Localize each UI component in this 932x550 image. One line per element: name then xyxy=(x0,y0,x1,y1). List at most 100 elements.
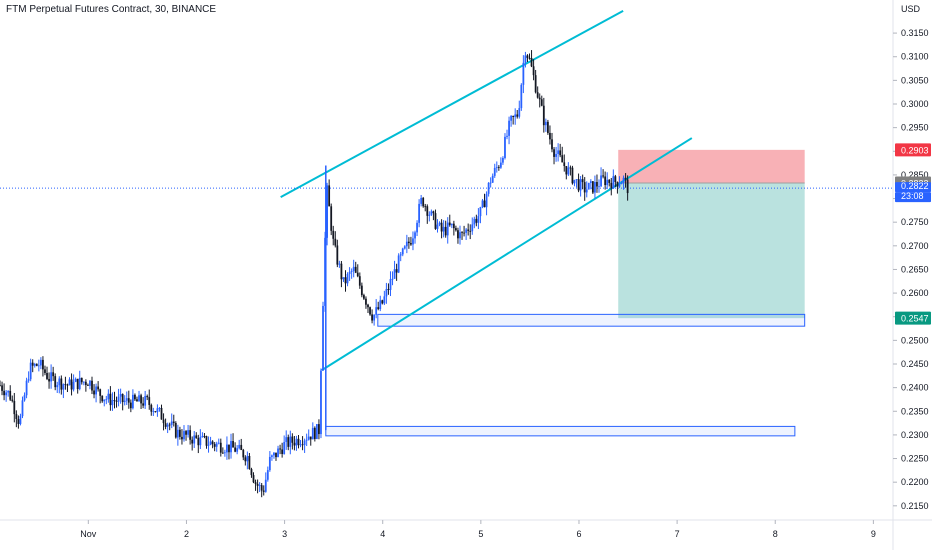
candle-body xyxy=(193,435,196,444)
candle-body xyxy=(256,483,259,486)
candle-body xyxy=(199,437,202,446)
candle-body xyxy=(291,436,294,443)
candle-body xyxy=(330,206,333,231)
candle-body xyxy=(232,440,234,448)
candle-body xyxy=(238,444,241,449)
candle-body xyxy=(555,153,557,157)
candle-body xyxy=(107,393,110,400)
time-axis-label: 5 xyxy=(478,529,483,539)
candle-body xyxy=(262,490,265,492)
candle-body xyxy=(377,307,380,310)
candle-body xyxy=(31,362,34,366)
candle-body xyxy=(7,390,10,393)
zone-upper-box[interactable] xyxy=(377,313,806,327)
candle-body xyxy=(487,182,490,194)
candle-body xyxy=(383,296,386,304)
price-badge-label: 0.2547 xyxy=(901,314,929,324)
position-target-area[interactable] xyxy=(618,182,805,319)
candle-body xyxy=(244,457,247,462)
candle-body xyxy=(35,363,38,366)
candle-body xyxy=(324,237,326,306)
candle-body xyxy=(430,211,433,215)
candle-body xyxy=(440,222,443,232)
candle-body xyxy=(583,182,586,193)
candle-body xyxy=(13,400,16,415)
price-axis-label: 0.2400 xyxy=(901,383,929,393)
candle-body xyxy=(281,449,284,454)
candle-body xyxy=(223,452,226,454)
candle-body xyxy=(277,448,279,458)
candle-body xyxy=(168,424,171,426)
time-axis-label: 6 xyxy=(576,529,581,539)
candle-body xyxy=(522,62,525,85)
candle-body xyxy=(275,452,277,458)
candle-body xyxy=(551,139,553,150)
channel-lower-line[interactable] xyxy=(321,137,693,371)
price-badge-target xyxy=(895,311,931,325)
price-badge-label: 0.2903 xyxy=(901,145,929,155)
candle-body xyxy=(577,179,580,191)
time-axis-label: 4 xyxy=(380,529,385,539)
candle-body xyxy=(15,414,18,420)
price-axis-label: 0.2450 xyxy=(901,359,929,369)
candle-body xyxy=(360,285,363,296)
candle-body xyxy=(287,437,290,447)
candle-body xyxy=(318,424,320,435)
candle-body xyxy=(614,176,617,182)
drawing-layer[interactable] xyxy=(0,9,893,437)
candle-body xyxy=(475,218,478,223)
candle-body xyxy=(473,218,476,225)
candle-body xyxy=(444,226,447,236)
candle-body xyxy=(271,455,273,457)
candle-body xyxy=(483,200,486,208)
position-stop-area[interactable] xyxy=(618,149,805,183)
chart-title: FTM Perpetual Futures Contract, 30, BINA… xyxy=(6,4,217,15)
candle-body xyxy=(549,132,551,140)
zone-lower-box[interactable] xyxy=(325,425,796,437)
candle-body xyxy=(547,121,549,133)
candle-body xyxy=(594,182,596,193)
candle-body xyxy=(477,216,480,223)
candle-body xyxy=(37,365,40,367)
candle-body xyxy=(307,436,310,440)
candle-body xyxy=(215,443,218,447)
candle-body xyxy=(301,444,304,446)
candle-body xyxy=(228,444,230,453)
candle-body xyxy=(23,395,26,401)
candle-body xyxy=(27,379,30,381)
candle-body xyxy=(66,384,69,386)
candle-body xyxy=(428,214,431,216)
candle-body xyxy=(70,379,73,390)
time-axis-label: 8 xyxy=(773,529,778,539)
candle-body xyxy=(379,300,382,310)
candle-body xyxy=(395,269,398,273)
candle-body xyxy=(340,263,343,280)
candle-body xyxy=(56,385,59,388)
candle-body xyxy=(563,162,566,167)
channel-upper-line[interactable] xyxy=(280,9,624,199)
candle-body xyxy=(412,238,414,245)
candle-body xyxy=(11,399,14,401)
price-badge-last xyxy=(895,192,931,203)
candle-body xyxy=(587,182,590,190)
candle-body xyxy=(211,441,214,445)
candle-body xyxy=(520,84,523,109)
candle-body xyxy=(9,390,12,400)
candle-body xyxy=(234,447,237,452)
candle-body xyxy=(606,179,609,186)
candle-body xyxy=(626,179,629,194)
candle-body xyxy=(401,248,404,255)
price-axis-label: 0.2150 xyxy=(901,501,929,511)
candle-body xyxy=(62,384,65,390)
candle-body xyxy=(50,372,53,382)
candle-body xyxy=(111,400,114,406)
candle-body xyxy=(78,377,81,390)
candle-body xyxy=(203,435,206,437)
candle-body xyxy=(516,114,519,117)
candle-body xyxy=(389,279,392,290)
candle-body xyxy=(504,136,506,158)
candle-body xyxy=(416,222,418,233)
